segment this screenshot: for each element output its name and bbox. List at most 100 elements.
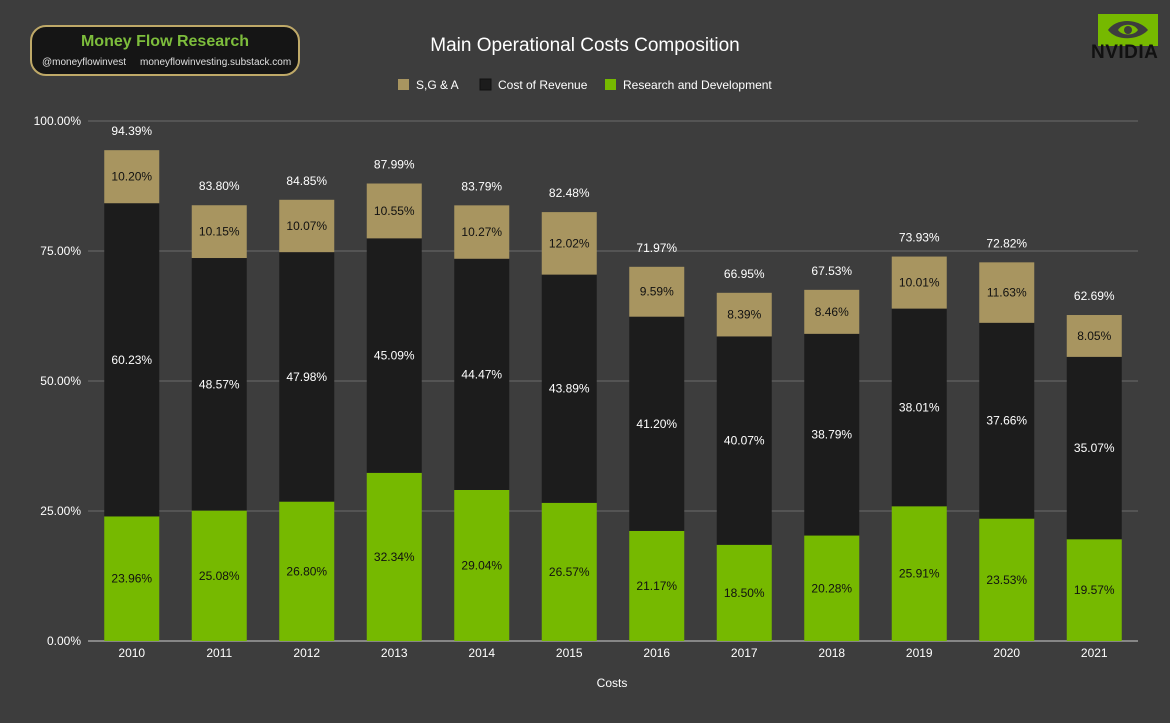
data-label: 18.50% (724, 586, 765, 600)
x-tick-label: 2021 (1081, 646, 1108, 660)
bar-segment (716, 336, 772, 545)
data-label: 38.79% (811, 428, 852, 442)
bar-segment (541, 274, 597, 503)
total-label: 66.95% (724, 267, 765, 281)
x-tick-label: 2020 (993, 646, 1020, 660)
data-label: 10.55% (374, 204, 415, 218)
x-tick-label: 2014 (468, 646, 495, 660)
data-label: 47.98% (286, 370, 327, 384)
legend-swatch (398, 79, 409, 90)
bar-segment (279, 252, 335, 502)
total-label: 84.85% (286, 174, 327, 188)
bar-segment (716, 292, 772, 337)
bar-segment (891, 256, 947, 309)
data-label: 26.57% (549, 565, 590, 579)
total-label: 87.99% (374, 157, 415, 171)
data-label: 10.20% (111, 170, 152, 184)
bar-segment (629, 266, 685, 317)
data-label: 20.28% (811, 581, 852, 595)
legend-swatch (479, 78, 492, 91)
data-label: 8.39% (727, 308, 761, 322)
data-label: 10.01% (899, 276, 940, 290)
y-tick-label: 100.00% (34, 114, 82, 128)
brand-badge: Money Flow Research @moneyflowinvest mon… (30, 25, 300, 76)
total-label: 73.93% (899, 231, 940, 245)
total-label: 82.48% (549, 186, 590, 200)
bar-segment (454, 205, 510, 259)
bar-segment (804, 289, 860, 334)
data-label: 10.27% (461, 225, 502, 239)
x-tick-label: 2017 (731, 646, 758, 660)
y-tick-label: 0.00% (47, 634, 81, 648)
legend-label: Cost of Revenue (498, 78, 588, 92)
bar-segment (629, 530, 685, 641)
bar-segment (279, 199, 335, 253)
total-label: 72.82% (986, 236, 1027, 250)
bar-segment (891, 308, 947, 507)
data-label: 25.08% (199, 569, 240, 583)
x-tick-label: 2018 (818, 646, 845, 660)
y-tick-label: 75.00% (40, 244, 81, 258)
bar-segment (541, 502, 597, 641)
brand-name: Money Flow Research (80, 33, 250, 50)
data-label: 8.05% (1077, 329, 1111, 343)
brand-handle: @moneyflowinvest (42, 57, 127, 68)
data-label: 11.63% (987, 286, 1027, 300)
bar-segment (979, 262, 1035, 323)
bar-segment (191, 205, 247, 259)
bar-segment (716, 544, 772, 641)
bar-segment (366, 183, 422, 239)
x-tick-label: 2012 (293, 646, 320, 660)
nvidia-eye-icon (1098, 14, 1158, 46)
data-label: 12.02% (549, 236, 590, 250)
data-label: 44.47% (461, 367, 502, 381)
data-label: 10.15% (199, 225, 240, 239)
bar-segment (1066, 539, 1122, 641)
x-tick-label: 2019 (906, 646, 933, 660)
data-label: 40.07% (724, 434, 765, 448)
bar-segment (541, 212, 597, 275)
bar-segment (1066, 315, 1122, 357)
total-label: 83.79% (461, 179, 502, 193)
bar-segment (804, 535, 860, 641)
bar-segment (366, 238, 422, 473)
legend-label: Research and Development (623, 78, 772, 92)
data-label: 29.04% (461, 558, 502, 572)
bar-segment (979, 322, 1035, 519)
bar-segment (804, 333, 860, 536)
total-label: 94.39% (111, 124, 152, 138)
bar-segment (979, 518, 1035, 641)
data-label: 25.91% (899, 567, 940, 581)
chart-title: Main Operational Costs Composition (430, 35, 739, 56)
data-label: 45.09% (374, 349, 415, 363)
bar-segment (366, 472, 422, 641)
data-label: 10.07% (286, 219, 327, 233)
data-label: 37.66% (986, 414, 1027, 428)
data-label: 38.01% (899, 400, 940, 414)
x-tick-label: 2016 (643, 646, 670, 660)
data-label: 60.23% (111, 353, 152, 367)
x-tick-label: 2011 (206, 646, 232, 660)
brand-site: moneyflowinvesting.substack.com (140, 57, 292, 68)
data-label: 43.89% (549, 382, 590, 396)
bar-segment (1066, 356, 1122, 540)
total-label: 62.69% (1074, 289, 1115, 303)
data-label: 21.17% (636, 579, 677, 593)
bar-segment (629, 316, 685, 531)
data-label: 23.53% (986, 573, 1027, 587)
data-label: 26.80% (286, 564, 327, 578)
nvidia-wordmark: NVIDIA (1091, 42, 1159, 63)
total-label: 83.80% (199, 179, 240, 193)
data-label: 32.34% (374, 550, 415, 564)
data-label: 9.59% (640, 285, 674, 299)
legend-label: S,G & A (416, 78, 459, 92)
x-tick-label: 2013 (381, 646, 408, 660)
x-tick-label: 2015 (556, 646, 583, 660)
x-tick-label: 2010 (118, 646, 145, 660)
data-label: 48.57% (199, 377, 240, 391)
x-axis-title: Costs (597, 676, 628, 690)
data-label: 41.20% (636, 417, 677, 431)
legend-swatch (605, 79, 616, 90)
total-label: 71.97% (636, 241, 677, 255)
